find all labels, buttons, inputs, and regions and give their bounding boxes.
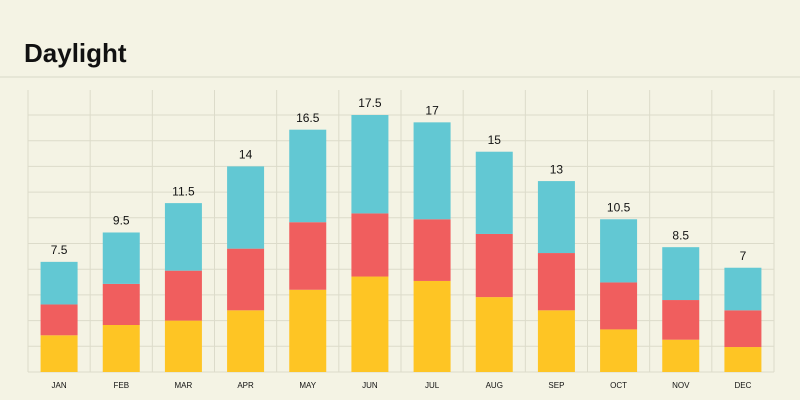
bar-segment	[289, 289, 327, 372]
bar-segment	[724, 267, 762, 311]
x-tick-label: SEP	[548, 381, 564, 390]
x-tick-label: MAY	[299, 381, 316, 390]
total-label: 15	[488, 133, 502, 147]
x-tick-label: DEC	[734, 381, 751, 390]
x-tick-label: JUL	[425, 381, 440, 390]
total-label: 10.5	[607, 200, 631, 214]
bar-segment	[227, 310, 265, 372]
x-tick-label: APR	[237, 381, 254, 390]
bar-segment	[40, 261, 78, 305]
bar-segment	[600, 329, 638, 372]
chart-title: Daylight	[24, 38, 127, 68]
bar-segment	[537, 310, 575, 372]
bar-segment	[475, 297, 513, 372]
bar-segment	[164, 270, 202, 321]
bar-segment	[724, 310, 762, 348]
bar-segment	[102, 232, 140, 284]
bar-segment	[289, 129, 327, 223]
bar-segment	[600, 219, 638, 283]
x-tick-label: AUG	[486, 381, 503, 390]
bar-segment	[289, 222, 327, 290]
bar-segment	[662, 247, 700, 301]
x-tick-label: JAN	[52, 381, 67, 390]
total-label: 17	[425, 104, 439, 118]
bar-segment	[40, 335, 78, 372]
bar-segment	[413, 219, 451, 281]
bar-segment	[475, 151, 513, 234]
bar-segment	[475, 233, 513, 298]
bar-segment	[227, 248, 265, 311]
x-tick-label: NOV	[672, 381, 690, 390]
bar-segment	[537, 181, 575, 254]
bar-segment	[164, 203, 202, 271]
total-label: 14	[239, 148, 253, 162]
bar-segment	[351, 115, 389, 214]
total-label: 9.5	[113, 214, 130, 228]
total-label: 16.5	[296, 111, 320, 125]
bar-segment	[600, 282, 638, 330]
bar-segment	[662, 300, 700, 340]
total-label: 7.5	[51, 243, 68, 257]
total-label: 13	[550, 162, 564, 176]
bar-segment	[102, 325, 140, 372]
bar-segment	[164, 320, 202, 372]
total-label: 7	[740, 249, 747, 263]
bar-segment	[40, 304, 78, 336]
bar-segment	[662, 339, 700, 372]
bar-segment	[537, 253, 575, 311]
bar-segment	[351, 213, 389, 277]
bar-segment	[413, 122, 451, 220]
bar-segment	[351, 276, 389, 372]
x-tick-label: JUN	[362, 381, 378, 390]
x-tick-label: MAR	[175, 381, 193, 390]
bar-segment	[102, 283, 140, 326]
total-label: 11.5	[172, 184, 195, 198]
total-label: 8.5	[672, 228, 689, 242]
bar-segment	[227, 166, 265, 249]
bar-segment	[413, 280, 451, 372]
bar-segment	[724, 347, 762, 372]
total-label: 17.5	[358, 96, 382, 110]
x-tick-label: FEB	[113, 381, 129, 390]
x-tick-label: OCT	[610, 381, 627, 390]
